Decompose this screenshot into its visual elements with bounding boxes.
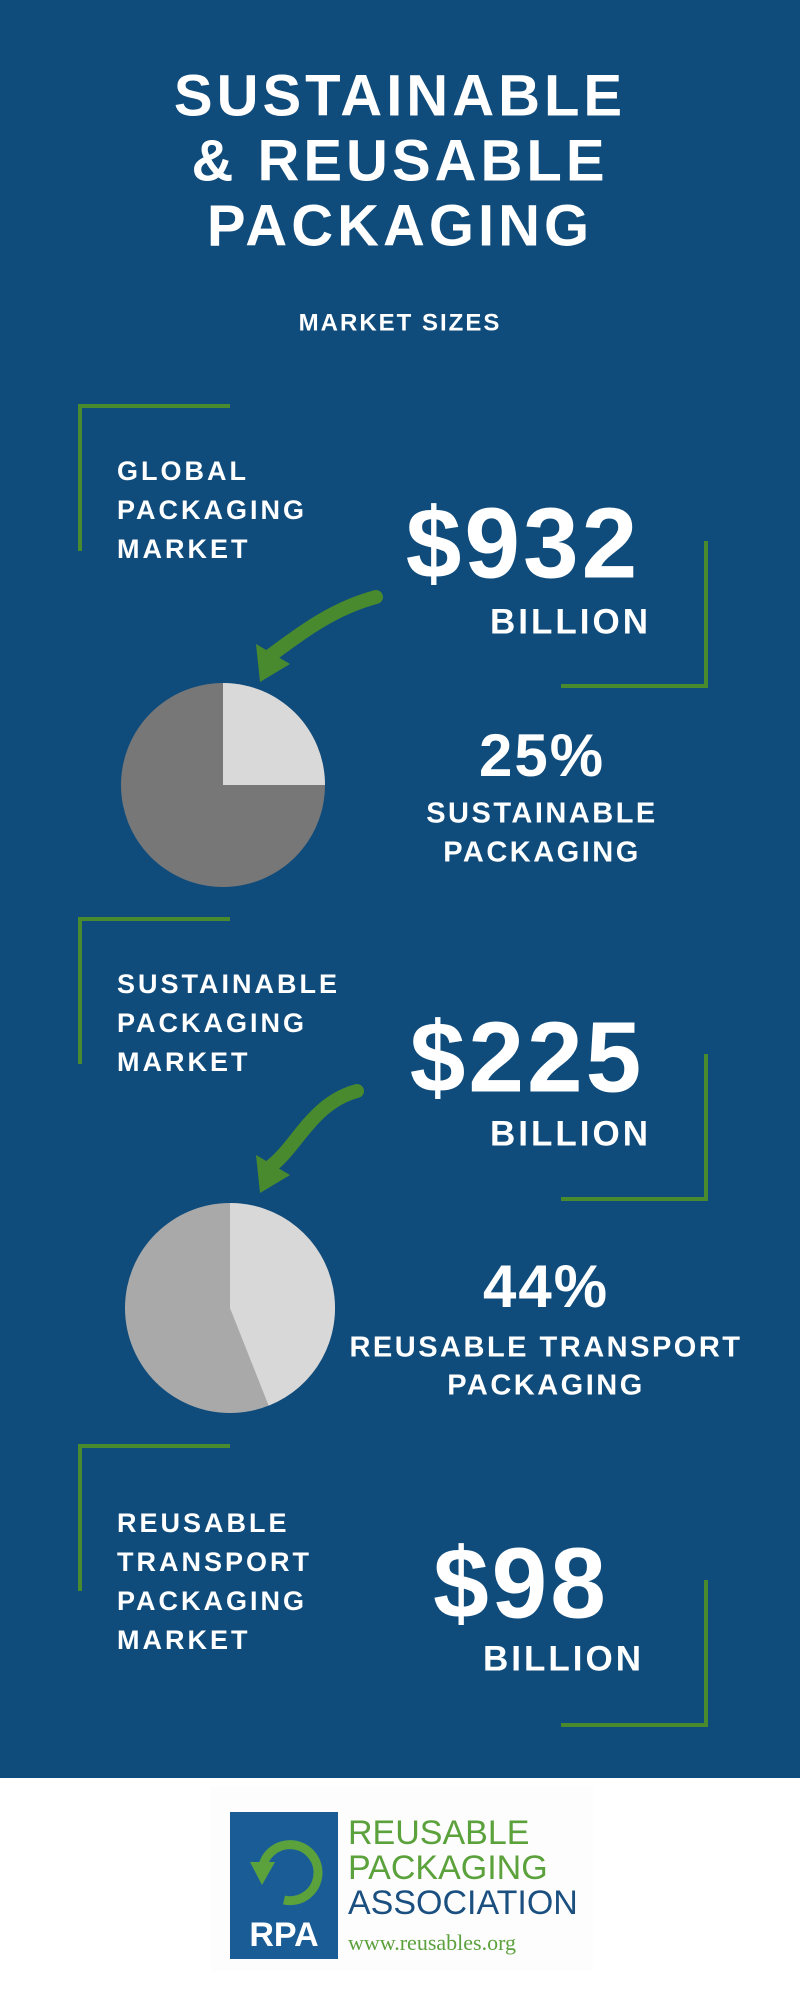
amount: $225 xyxy=(410,1001,644,1113)
section-label: GLOBAL xyxy=(117,456,249,486)
logo-url: www.reusables.org xyxy=(348,1930,516,1955)
bracket-right xyxy=(561,541,708,688)
arrow xyxy=(263,590,383,663)
bracket-right xyxy=(561,1054,708,1201)
section-label: TRANSPORT xyxy=(117,1547,312,1577)
logo-square xyxy=(230,1812,338,1959)
share-label: 25% xyxy=(479,722,605,789)
section-label: MARKET xyxy=(117,1625,251,1655)
amount-unit: BILLION xyxy=(483,1639,644,1678)
share-caption: SUSTAINABLE xyxy=(426,798,658,830)
arrowhead xyxy=(256,1155,290,1193)
logo-arrow xyxy=(257,1840,323,1906)
subtitle: MARKET SIZES xyxy=(299,309,502,336)
arrowhead xyxy=(256,644,290,682)
bracket-left xyxy=(78,917,230,1064)
section-label: SUSTAINABLE xyxy=(117,969,340,999)
amount-unit: BILLION xyxy=(490,602,651,641)
title-line: & REUSABLE xyxy=(191,128,608,193)
logo-name: ASSOCIATION xyxy=(348,1884,578,1922)
section-label: MARKET xyxy=(117,534,251,564)
logo-name: PACKAGING xyxy=(348,1849,548,1887)
bracket-right xyxy=(561,1580,708,1727)
content: SUSTAINABLE& REUSABLEPACKAGINGGLOBALPACK… xyxy=(78,63,742,1955)
amount: $932 xyxy=(406,487,640,599)
section-label: PACKAGING xyxy=(117,1008,307,1038)
section-label: REUSABLE xyxy=(117,1508,290,1538)
share-label: 44% xyxy=(483,1253,609,1320)
section-label: MARKET xyxy=(117,1047,251,1077)
pie-slice xyxy=(230,1203,336,1406)
bracket-left xyxy=(78,1444,230,1591)
amount: $98 xyxy=(433,1527,609,1639)
logo-arrowhead xyxy=(250,1862,275,1885)
title-line: PACKAGING xyxy=(207,193,593,258)
share-caption: PACKAGING xyxy=(443,837,641,869)
bracket-left xyxy=(78,404,230,551)
logo-mark: RPA xyxy=(249,1916,318,1954)
background xyxy=(0,0,800,1778)
share-caption: PACKAGING xyxy=(447,1370,645,1402)
amount-unit: BILLION xyxy=(490,1114,651,1153)
share-caption: REUSABLE TRANSPORT xyxy=(349,1332,742,1364)
section-label: PACKAGING xyxy=(117,495,307,525)
section-label: PACKAGING xyxy=(117,1586,307,1616)
pie-slice xyxy=(223,683,325,785)
title-line: SUSTAINABLE xyxy=(174,63,626,128)
arrow xyxy=(263,1084,364,1174)
logo-name: REUSABLE xyxy=(348,1814,529,1852)
